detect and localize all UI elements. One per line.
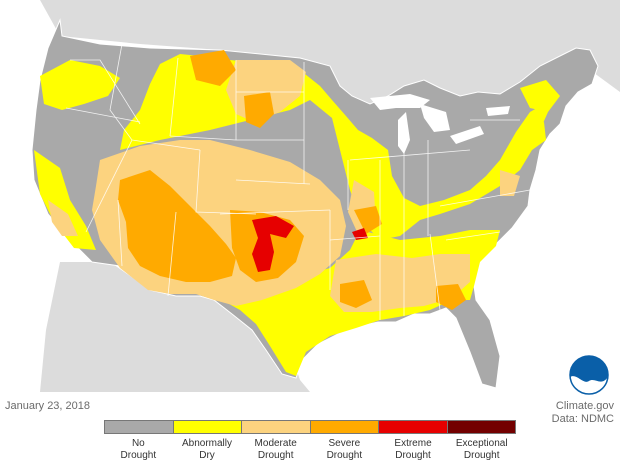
legend: No Drought Abnormally Dry Moderate Drought Sev… — [104, 420, 516, 462]
drought-map — [32, 0, 620, 392]
credit-source: Climate.gov — [555, 400, 614, 412]
legend-label-line2: Drought — [120, 450, 157, 461]
legend-labels: No Drought Abnormally Dry Moderate Drought Sev… — [104, 438, 516, 462]
legend-label-line2: Dry — [199, 450, 215, 461]
legend-swatch — [447, 421, 515, 433]
noaa-logo-icon — [569, 355, 609, 398]
canada-land — [40, 0, 620, 118]
legend-label: Moderate Drought — [241, 438, 310, 462]
noaa-logo — [569, 355, 609, 400]
legend-bar — [104, 420, 516, 434]
legend-label-line2: Drought — [326, 450, 363, 461]
legend-label-line1: Severe — [328, 438, 361, 449]
legend-label-line1: Extreme — [394, 438, 432, 449]
credit-data: Data: NDMC — [551, 413, 614, 425]
great-lakes — [370, 94, 510, 154]
legend-label-line2: Drought — [395, 450, 431, 461]
legend-swatch — [105, 421, 174, 433]
legend-label-line1: Moderate — [254, 438, 297, 449]
legend-swatch — [173, 421, 242, 433]
legend-label-line2: Drought — [463, 450, 500, 461]
legend-label: Extreme Drought — [379, 438, 448, 462]
legend-label: No Drought — [104, 438, 173, 462]
legend-label-line1: Exceptional — [455, 438, 508, 449]
legend-label: Severe Drought — [310, 438, 379, 462]
map-credit: Climate.gov Data: NDMC — [552, 400, 614, 426]
mexico-land — [40, 262, 310, 392]
legend-label: Exceptional Drought — [447, 438, 516, 462]
legend-swatch — [242, 421, 311, 433]
legend-label: Abnormally Dry — [173, 438, 242, 462]
legend-swatch — [310, 421, 379, 433]
legend-swatch — [379, 421, 448, 433]
legend-label-line1: No — [131, 438, 145, 449]
legend-label-line1: Abnormally — [181, 438, 233, 449]
map-date: January 23, 2018 — [5, 400, 91, 412]
us-drought-map-svg — [32, 0, 620, 392]
legend-label-line2: Drought — [257, 450, 294, 461]
state-borders — [65, 43, 531, 320]
